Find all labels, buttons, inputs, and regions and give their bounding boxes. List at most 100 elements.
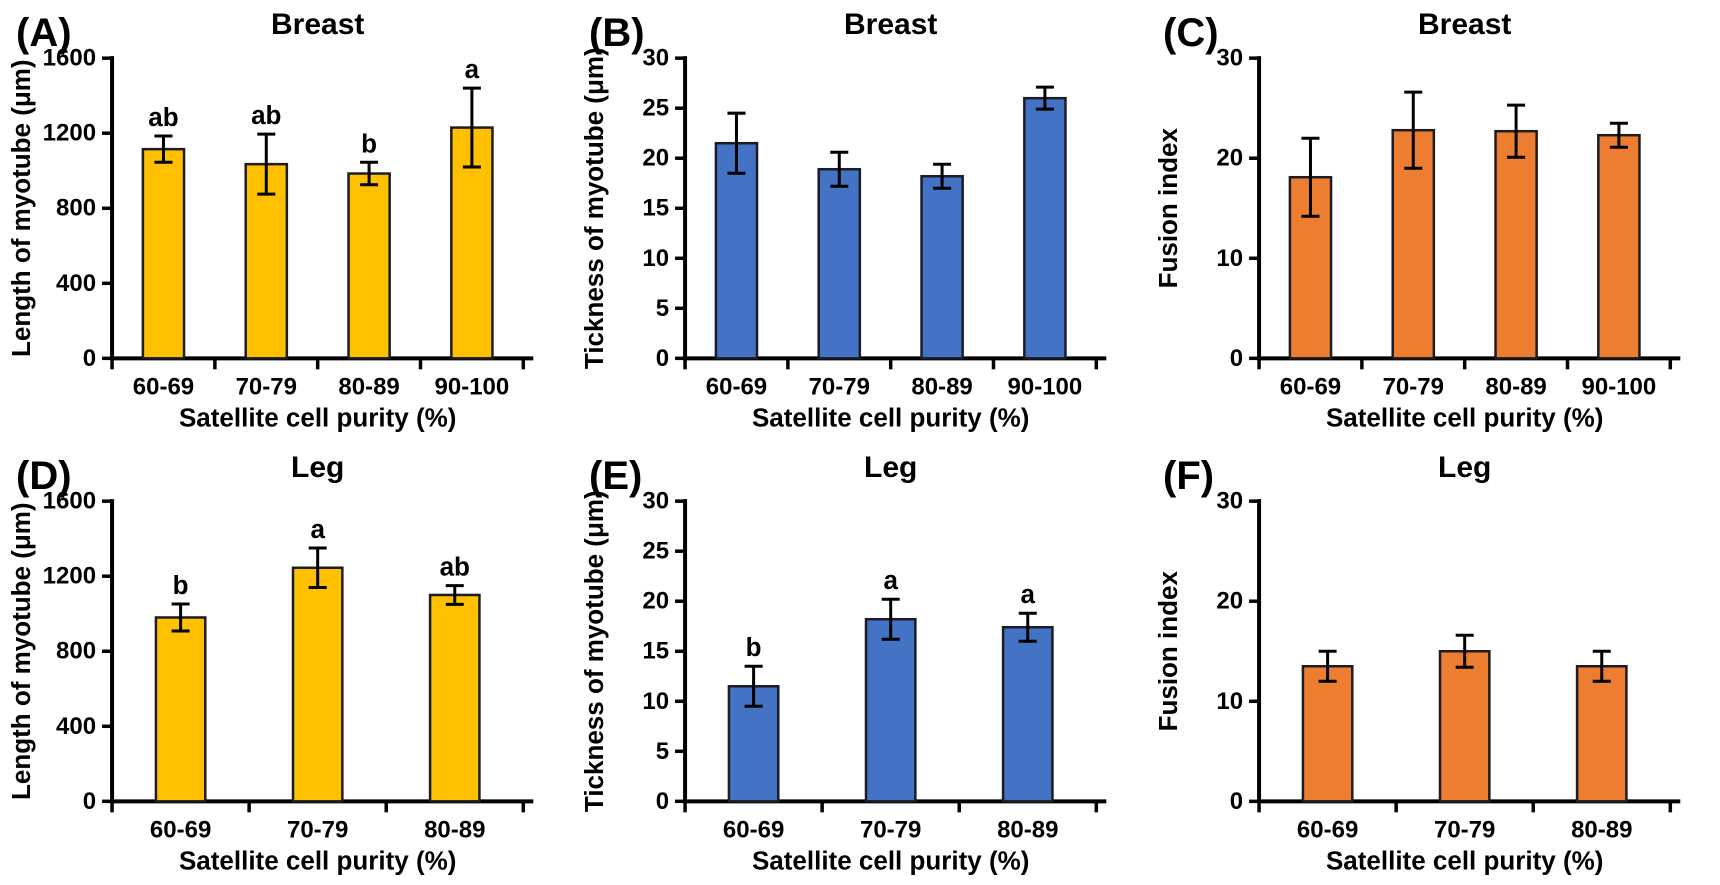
y-tick-label: 30 xyxy=(643,45,670,72)
panel-label: (E) xyxy=(589,454,642,498)
category-label: 80-89 xyxy=(338,373,399,400)
y-tick-label: 25 xyxy=(643,537,670,564)
bar xyxy=(1596,133,1641,360)
category-label: 90-100 xyxy=(1008,373,1083,400)
category-label: 80-89 xyxy=(997,816,1058,843)
bar xyxy=(1575,664,1628,803)
category-label: 70-79 xyxy=(236,373,297,400)
y-tick-label: 20 xyxy=(1216,587,1243,614)
chart-svg: (E) Leg Tickness of myotube (μm) 0 5 10 15 20 25… xyxy=(579,451,1107,875)
category-label: 70-79 xyxy=(860,816,921,843)
y-tick-label: 400 xyxy=(56,270,96,297)
category-label: 70-79 xyxy=(809,373,870,400)
panel-title: Breast xyxy=(844,8,937,41)
y-tick-label: 10 xyxy=(643,245,670,272)
chart-panel-C: (C) Breast Fusion index 0 10 20 30 60-69 70-79 80… xyxy=(1147,0,1720,443)
category-label: 80-89 xyxy=(424,816,485,843)
y-tick-label: 15 xyxy=(643,637,670,664)
y-axis-title: Length of myotube (μm) xyxy=(6,59,36,357)
y-tick-label: 30 xyxy=(1216,487,1243,514)
y-tick-label: 1200 xyxy=(43,562,96,589)
chart-panel-E: (E) Leg Tickness of myotube (μm) 0 5 10 15 20 25… xyxy=(573,443,1146,885)
bar xyxy=(347,172,391,360)
category-label: 70-79 xyxy=(287,816,348,843)
x-axis-title: Satellite cell purity (%) xyxy=(179,402,456,432)
bar xyxy=(1002,625,1055,803)
y-tick-label: 1200 xyxy=(43,120,96,147)
x-axis-title: Satellite cell purity (%) xyxy=(1326,402,1603,432)
chart-svg: (C) Breast Fusion index 0 10 20 30 60-69 70-79 80… xyxy=(1153,8,1680,432)
chart-svg: (A) Breast Length of myotube (μm) 0 400 800 12… xyxy=(6,8,534,432)
chart-svg: (F) Leg Fusion index 0 10 20 30 60-69 70-79 80-89… xyxy=(1153,451,1680,875)
y-tick-label: 30 xyxy=(1216,45,1243,72)
bar xyxy=(1438,649,1491,803)
chart-panel-F: (F) Leg Fusion index 0 10 20 30 60-69 70-79 80-89… xyxy=(1147,443,1720,885)
y-tick-label: 1600 xyxy=(43,487,96,514)
y-axis-title: Length of myotube (μm) xyxy=(6,502,36,800)
y-tick-label: 0 xyxy=(83,345,96,372)
y-tick-label: 400 xyxy=(56,712,96,739)
chart-svg: (D) Leg Length of myotube (μm) 0 400 800 1200 1… xyxy=(6,451,534,875)
y-tick-label: 0 xyxy=(83,787,96,814)
y-tick-label: 10 xyxy=(1216,687,1243,714)
category-label: 90-100 xyxy=(435,373,510,400)
panel-title: Leg xyxy=(864,451,917,484)
significance-letter: b xyxy=(746,632,762,662)
y-axis-title: Tickness of myotube (μm) xyxy=(579,490,609,812)
y-axis-title: Fusion index xyxy=(1153,570,1183,731)
y-tick-label: 800 xyxy=(56,195,96,222)
category-label: 60-69 xyxy=(723,816,784,843)
category-label: 60-69 xyxy=(133,373,194,400)
category-label: 60-69 xyxy=(150,816,211,843)
category-label: 80-89 xyxy=(1571,816,1632,843)
panel-label: (F) xyxy=(1163,454,1214,498)
bar xyxy=(1023,96,1068,360)
significance-letter: a xyxy=(465,54,480,84)
significance-letter: b xyxy=(361,128,377,158)
y-tick-label: 800 xyxy=(56,637,96,664)
x-axis-title: Satellite cell purity (%) xyxy=(752,402,1029,432)
panel-title: Leg xyxy=(1438,451,1491,484)
y-tick-label: 5 xyxy=(656,295,669,322)
x-axis-title: Satellite cell purity (%) xyxy=(1326,845,1603,875)
bar xyxy=(291,566,344,803)
chart-panel-D: (D) Leg Length of myotube (μm) 0 400 800 1200 1… xyxy=(0,443,573,885)
chart-panel-B: (B) Breast Tickness of myotube (μm) 0 5 10 15 2… xyxy=(573,0,1146,443)
significance-letter: a xyxy=(884,565,899,595)
y-tick-label: 1600 xyxy=(43,45,96,72)
category-label: 90-100 xyxy=(1581,373,1656,400)
significance-letter: ab xyxy=(251,100,281,130)
bar xyxy=(714,141,759,360)
significance-letter: ab xyxy=(440,551,470,581)
x-axis-title: Satellite cell purity (%) xyxy=(752,845,1029,875)
y-tick-label: 0 xyxy=(656,345,669,372)
panel-title: Breast xyxy=(1418,8,1511,41)
significance-letter: ab xyxy=(148,102,178,132)
y-tick-label: 20 xyxy=(1216,145,1243,172)
category-label: 60-69 xyxy=(1279,373,1340,400)
bar xyxy=(865,617,917,803)
category-label: 60-69 xyxy=(706,373,767,400)
chart-panel-A: (A) Breast Length of myotube (μm) 0 400 800 12… xyxy=(0,0,573,443)
category-label: 70-79 xyxy=(1434,816,1495,843)
y-tick-label: 0 xyxy=(1229,787,1242,814)
bar xyxy=(428,593,481,803)
bar xyxy=(1493,129,1538,360)
y-tick-label: 25 xyxy=(643,95,670,122)
y-tick-label: 20 xyxy=(643,145,670,172)
y-tick-label: 0 xyxy=(1229,345,1242,372)
panel-title: Breast xyxy=(271,8,364,41)
panel-label: (D) xyxy=(16,454,72,498)
panel-label: (C) xyxy=(1163,11,1219,55)
bar xyxy=(920,174,965,360)
chart-svg: (B) Breast Tickness of myotube (μm) 0 5 10 15 2… xyxy=(579,8,1107,432)
category-label: 80-89 xyxy=(1485,373,1546,400)
category-label: 60-69 xyxy=(1297,816,1358,843)
y-tick-label: 10 xyxy=(643,687,670,714)
y-tick-label: 10 xyxy=(1216,245,1243,272)
significance-letter: b xyxy=(173,569,189,599)
significance-letter: a xyxy=(310,514,325,544)
panel-title: Leg xyxy=(291,451,344,484)
bar xyxy=(1301,664,1354,803)
y-tick-label: 30 xyxy=(643,487,670,514)
